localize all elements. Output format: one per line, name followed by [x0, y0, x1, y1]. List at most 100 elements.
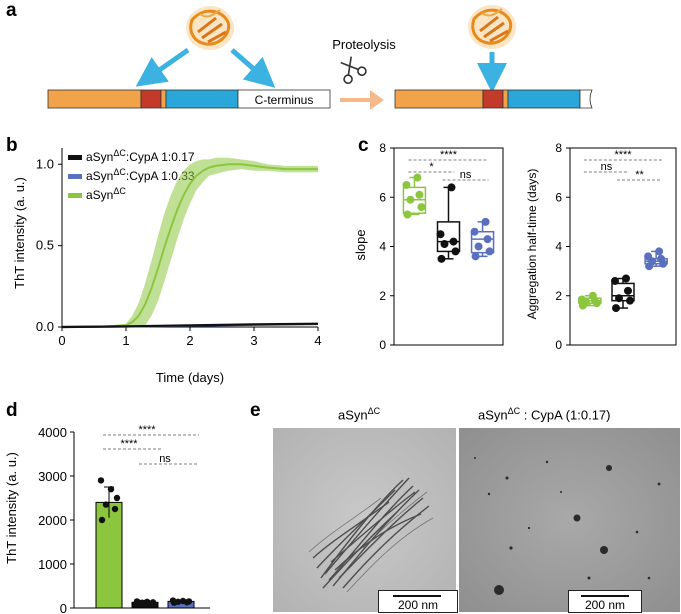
cterminus-label: C-terminus — [255, 93, 314, 107]
panel-label-a: a — [6, 0, 17, 21]
bar-y-tick-label: 2000 — [38, 513, 67, 528]
slope-y-tick-label: 0 — [379, 338, 386, 352]
bar-y-tick-label: 3000 — [38, 469, 67, 484]
slope-data-point — [449, 237, 458, 246]
slope-data-point — [470, 227, 479, 236]
slope-data-point — [406, 195, 415, 204]
slope-y-tick-label: 4 — [379, 240, 386, 254]
slope-significance-label: * — [429, 161, 434, 173]
bar-data-point — [174, 598, 182, 606]
legend-entry: aSynΔC — [86, 186, 126, 202]
halftime-data-point — [612, 304, 620, 313]
slope-data-point — [451, 247, 460, 256]
cypa-structure-icon — [186, 6, 234, 50]
slope-data-point — [413, 173, 422, 182]
slope-data-point — [417, 203, 426, 212]
kinetics-legend: aSynΔC:CypA 1:0.17 aSynΔC:CypA 1:0.33 aSyn… — [68, 148, 195, 202]
schematic-panel: C-terminus Proteolysis — [47, 5, 593, 110]
halftime-y-tick-label: 2 — [555, 289, 562, 303]
slope-y-tick-label: 6 — [379, 190, 386, 204]
legend-swatch — [68, 193, 82, 198]
bar-data-point — [111, 505, 119, 513]
halftime-data-point — [626, 296, 634, 305]
kinetics-y-tick-label: 1.0 — [36, 156, 54, 171]
slope-data-point — [485, 247, 494, 256]
proteolysis-label: Proteolysis — [332, 37, 396, 52]
halftime-data-point — [655, 247, 664, 256]
halftime-y-tick-label: 6 — [555, 190, 562, 204]
halftime-data-point — [624, 286, 632, 295]
kinetics-y-tick-label: 0.5 — [36, 238, 54, 253]
slope-y-axis-label: slope — [353, 229, 368, 260]
micrograph-fibrils — [273, 428, 456, 612]
cypa-structure-icon — [468, 5, 516, 49]
bar-data-point — [149, 599, 157, 606]
slope-data-point — [436, 230, 445, 239]
kinetics-x-tick-label: 4 — [314, 333, 321, 348]
bar-data-point — [98, 516, 106, 524]
kinetics-x-tick-label: 1 — [122, 333, 129, 348]
kinetics-series-line — [61, 322, 319, 329]
slope-data-point — [403, 210, 412, 219]
kinetics-y-tick-label: 0.0 — [36, 319, 54, 334]
aggregate-dots — [474, 457, 661, 595]
slope-data-point — [481, 217, 490, 226]
kinetics-x-tick-label: 2 — [186, 333, 193, 348]
slope-data-point — [437, 254, 446, 263]
bar-data-point — [185, 598, 193, 605]
slope-data-point — [471, 252, 480, 261]
bar-y-tick-label: 0 — [60, 601, 67, 614]
halftime-data-point — [577, 295, 586, 304]
panel-label-e: e — [250, 400, 261, 421]
bar-data-point — [179, 597, 187, 605]
bar-data-point — [113, 494, 121, 502]
halftime-data-point — [588, 291, 597, 300]
legend-entry: aSynΔC:CypA 1:0.17 — [86, 148, 195, 164]
bar-data-point — [133, 598, 141, 605]
slope-data-point — [474, 242, 483, 251]
binding-arrow — [135, 47, 190, 87]
bar-data-point — [138, 599, 146, 606]
bar-data-point — [102, 501, 110, 508]
slope-data-point — [447, 183, 456, 192]
slope-significance-label: **** — [440, 149, 458, 161]
tht-bar-chart: ThT intensity (a. u.) 0 1000 2000 3000 4000 *… — [4, 424, 210, 614]
micrograph-right-caption: aSynΔC : CypA (1:0.17) — [478, 406, 611, 423]
slope-y-tick-label: 2 — [379, 289, 386, 303]
bar-significance-label: **** — [120, 438, 138, 450]
halftime-data-point — [611, 276, 619, 285]
bar-data-point — [143, 598, 151, 606]
slope-data-point — [440, 240, 449, 249]
bar-y-axis-label: ThT intensity (a. u.) — [4, 452, 19, 564]
scissors-icon — [340, 56, 367, 84]
halftime-data-point — [615, 294, 623, 303]
kinetics-x-axis-label: Time (days) — [156, 370, 224, 385]
proteolysis-arrow — [340, 90, 384, 110]
bar-significance-label: ns — [159, 453, 171, 465]
kinetics-x-tick-label: 3 — [250, 333, 257, 348]
legend-entry: aSynΔC:CypA 1:0.33 — [86, 167, 195, 183]
halftime-data-point — [644, 252, 653, 261]
slope-data-point — [415, 190, 424, 199]
legend-swatch — [68, 155, 82, 160]
full-length-protein-bar — [47, 89, 331, 109]
panel-label-b: b — [6, 135, 18, 156]
halftime-y-tick-label: 4 — [555, 240, 562, 254]
halftime-significance-label: **** — [614, 149, 632, 161]
kinetics-y-axis-label: ThT intensity (a. u.) — [12, 177, 27, 289]
halftime-data-point — [622, 274, 630, 283]
bar-y-tick-label: 1000 — [38, 557, 67, 572]
halftime-boxplot: Aggregation half-time (days) 02468ns****… — [525, 141, 677, 352]
fibril-bundle — [312, 477, 430, 589]
kinetics-chart: ThT intensity (a. u.) Time (days) aSynΔC… — [12, 148, 322, 385]
kinetics-series-line — [62, 163, 318, 328]
halftime-y-tick-label: 8 — [555, 141, 562, 155]
bar-data-point — [97, 477, 105, 484]
panel-label-d: d — [6, 400, 18, 421]
micrograph-left-caption: aSynΔC — [338, 406, 381, 423]
bar-data-point — [169, 597, 177, 604]
binding-arrow — [230, 48, 276, 88]
slope-significance-label: ns — [460, 169, 472, 181]
micrograph-aggregates — [459, 428, 680, 612]
